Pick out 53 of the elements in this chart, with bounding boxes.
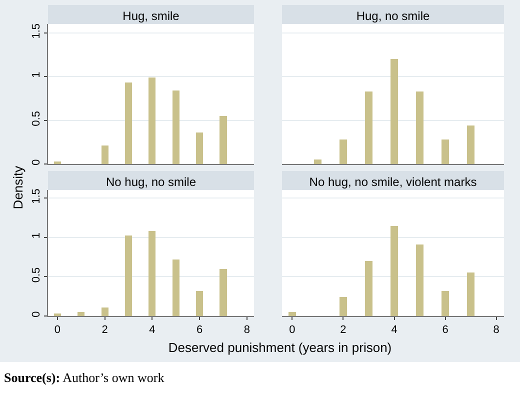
- bar: [196, 132, 204, 164]
- bar: [339, 297, 348, 316]
- bar: [78, 312, 85, 316]
- x-tick-label: 0: [54, 324, 61, 336]
- bar: [364, 260, 373, 316]
- y-tick-label: 0.5: [30, 110, 43, 126]
- bar: [54, 161, 62, 164]
- bar: [467, 126, 475, 164]
- bar: [124, 82, 132, 164]
- bar: [314, 160, 322, 164]
- y-tick-label: 0: [30, 159, 43, 166]
- y-tick-label: 1.5: [30, 23, 43, 39]
- bar: [416, 91, 424, 164]
- x-tick-label: 4: [149, 324, 156, 336]
- bar: [101, 146, 108, 164]
- x-tick-label: 4: [391, 324, 398, 336]
- bar: [441, 140, 450, 164]
- x-tick-label: 8: [244, 324, 250, 336]
- x-tick-label: 2: [102, 324, 108, 336]
- bar: [196, 290, 204, 316]
- source-note: Source(s): Author’s own work: [4, 370, 164, 386]
- y-tick-label: 1: [30, 72, 43, 78]
- bar: [148, 77, 156, 164]
- x-tick-label: 8: [493, 324, 500, 336]
- chart-title: No hug, no smile, violent marks: [309, 175, 477, 189]
- bar: [172, 259, 180, 316]
- bar: [288, 312, 296, 316]
- bar: [390, 226, 398, 316]
- y-axis-title: Density: [10, 164, 26, 212]
- y-tick-label: 1.5: [30, 188, 43, 204]
- bar: [364, 91, 373, 164]
- x-tick-label: 0: [289, 324, 296, 336]
- bar: [124, 236, 132, 316]
- bar: [339, 140, 348, 164]
- y-tick-label: 1: [30, 232, 43, 239]
- bar: [416, 244, 424, 316]
- bar: [467, 272, 475, 316]
- bar: [220, 116, 227, 164]
- chart-title: No hug, no smile: [106, 175, 196, 189]
- chart-title: Hug, no smile: [356, 9, 430, 23]
- x-tick-label: 6: [196, 324, 203, 336]
- bar: [101, 307, 108, 316]
- bar: [441, 290, 450, 316]
- x-axis-title: Deserved punishment (years in prison): [167, 340, 393, 355]
- x-tick-label: 6: [442, 324, 448, 336]
- y-tick-label: 0: [30, 311, 43, 318]
- y-tick-label: 0.5: [30, 267, 43, 283]
- bar: [220, 268, 227, 316]
- x-tick-label: 2: [340, 324, 346, 336]
- chart-title: Hug, smile: [122, 9, 180, 23]
- bar: [390, 59, 398, 164]
- bar: [148, 230, 156, 316]
- bar: [172, 90, 180, 164]
